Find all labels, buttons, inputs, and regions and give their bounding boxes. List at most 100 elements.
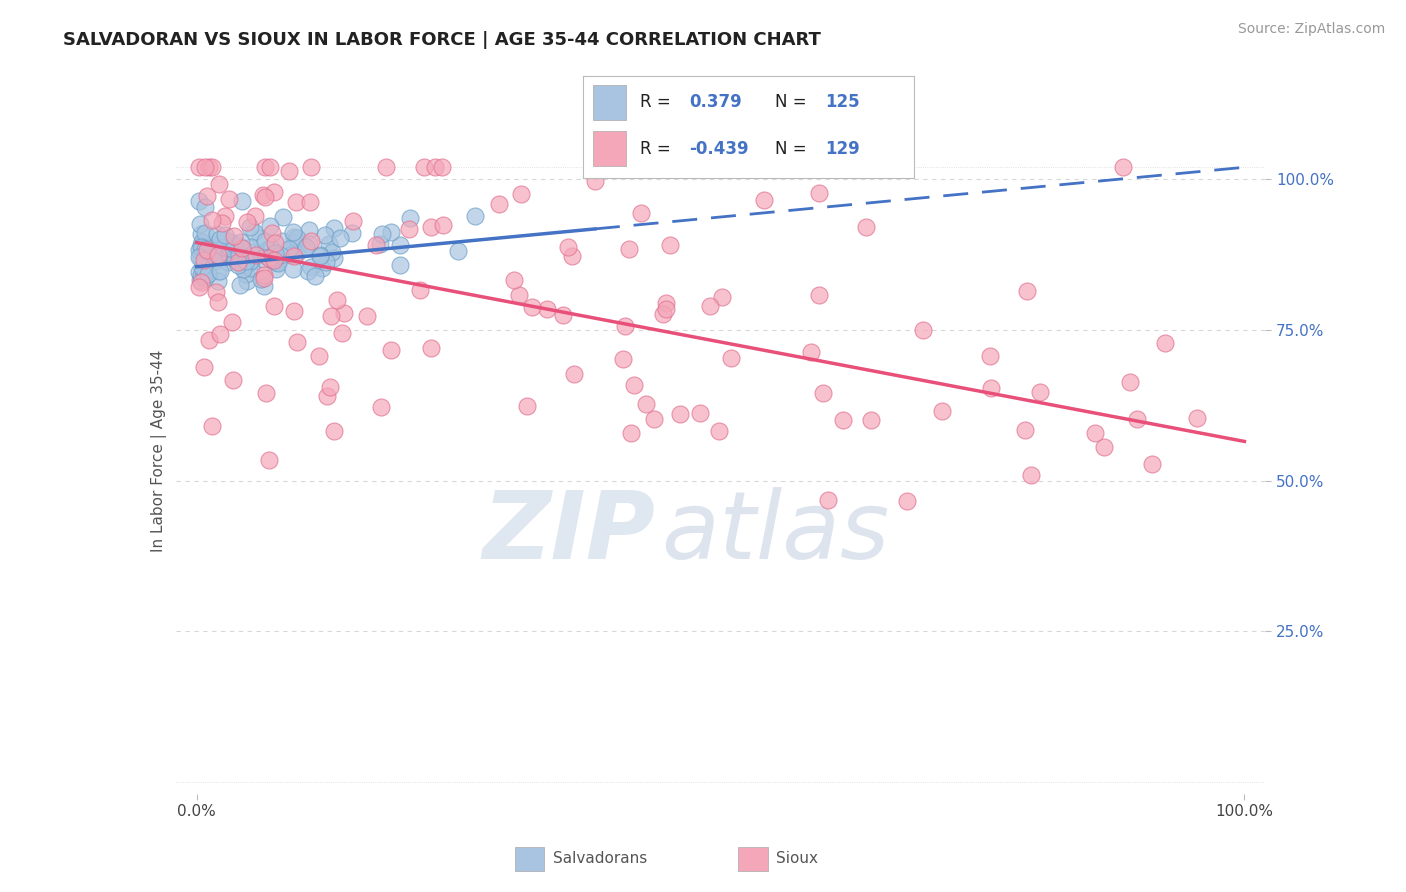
Point (263, 245, 285, 260)
Point (652, 307, 675, 321)
Point (283, 249, 305, 263)
Point (380, 343, 402, 357)
Point (752, 193, 775, 207)
Point (432, 161, 454, 175)
Point (643, 411, 665, 425)
Point (193, 253, 215, 268)
Point (239, 255, 262, 269)
Point (502, 273, 524, 287)
Point (205, 285, 228, 300)
Point (285, 335, 308, 350)
Point (219, 235, 242, 249)
Point (235, 254, 257, 268)
Text: Salvadorans: Salvadorans (553, 851, 647, 866)
Point (202, 253, 225, 268)
Point (263, 185, 285, 199)
Point (283, 225, 305, 239)
Point (800, 345, 823, 359)
Point (228, 250, 250, 264)
Point (689, 406, 711, 420)
Point (375, 161, 398, 175)
Point (208, 248, 231, 262)
Point (267, 256, 290, 270)
Point (283, 230, 305, 244)
Point (253, 234, 276, 248)
Point (228, 248, 250, 262)
Point (283, 235, 305, 250)
Point (190, 239, 212, 253)
Point (197, 239, 219, 253)
Point (198, 161, 221, 175)
Point (194, 200, 217, 214)
Point (561, 249, 583, 263)
Point (231, 194, 253, 209)
Point (253, 271, 276, 285)
Point (855, 219, 877, 234)
Point (201, 161, 224, 175)
Point (364, 238, 387, 252)
Bar (738, 847, 768, 871)
Point (520, 300, 543, 314)
Text: R =: R = (640, 140, 671, 158)
Point (195, 243, 218, 257)
Point (233, 244, 256, 258)
Point (321, 245, 343, 260)
Point (294, 240, 316, 254)
Point (200, 213, 222, 227)
Point (269, 247, 291, 261)
Point (266, 262, 288, 277)
Point (333, 306, 356, 320)
Point (316, 389, 339, 403)
Point (190, 227, 212, 241)
Point (1014, 423, 1036, 437)
Point (271, 234, 294, 248)
Point (425, 161, 447, 175)
Point (911, 323, 934, 337)
Point (260, 241, 283, 255)
Point (326, 293, 349, 307)
Point (194, 161, 217, 175)
Point (419, 341, 441, 355)
Point (212, 240, 235, 254)
Point (256, 242, 278, 256)
Point (432, 218, 454, 232)
Point (221, 315, 243, 329)
Point (235, 268, 257, 282)
Point (319, 380, 342, 394)
Point (979, 349, 1001, 363)
Point (188, 265, 211, 279)
Point (256, 249, 278, 263)
Point (226, 255, 249, 269)
Point (931, 404, 953, 418)
Point (263, 299, 285, 313)
Text: Sioux: Sioux (776, 851, 818, 866)
Point (516, 399, 538, 413)
Point (240, 261, 263, 276)
Text: N =: N = (775, 94, 807, 112)
Point (699, 299, 721, 313)
Point (191, 241, 214, 255)
Point (321, 309, 343, 323)
Point (239, 253, 262, 268)
Point (388, 259, 411, 273)
Point (245, 247, 267, 261)
Point (318, 236, 340, 251)
Point (207, 294, 229, 309)
Point (253, 268, 276, 283)
Point (201, 245, 224, 260)
Point (613, 319, 636, 334)
Text: 0.379: 0.379 (689, 94, 742, 112)
Point (231, 241, 253, 255)
Point (860, 413, 883, 427)
Point (208, 177, 231, 191)
Point (630, 206, 652, 220)
Point (259, 161, 281, 175)
Text: 125: 125 (825, 94, 859, 112)
Point (264, 235, 287, 250)
Point (201, 419, 224, 434)
Point (263, 253, 285, 268)
Text: atlas: atlas (661, 487, 889, 578)
Point (188, 250, 211, 264)
Point (371, 227, 394, 241)
Point (447, 244, 470, 258)
